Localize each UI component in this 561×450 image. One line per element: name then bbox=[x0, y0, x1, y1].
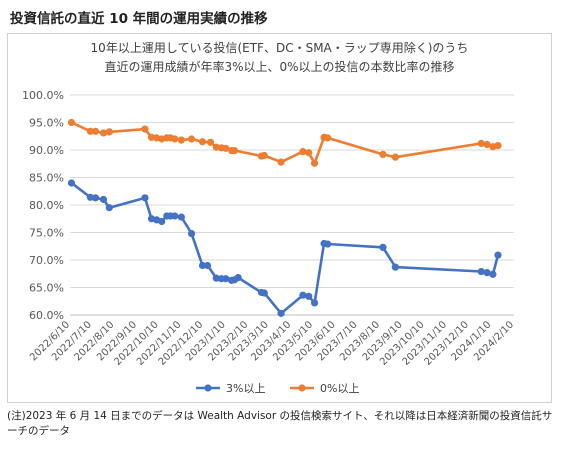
data-point bbox=[171, 212, 179, 220]
data-point bbox=[91, 127, 100, 135]
data-point bbox=[230, 146, 239, 155]
data-point bbox=[206, 138, 215, 146]
data-point bbox=[222, 144, 230, 152]
data-point bbox=[222, 275, 230, 283]
data-point bbox=[324, 240, 332, 248]
data-point bbox=[299, 291, 307, 299]
data-point bbox=[86, 127, 94, 135]
series-line-1 bbox=[70, 181, 500, 315]
data-point bbox=[310, 299, 319, 307]
data-point bbox=[391, 263, 399, 271]
data-point bbox=[477, 139, 485, 147]
data-point bbox=[158, 217, 166, 226]
data-point bbox=[187, 135, 196, 143]
chart-title-line-1: 10年以上運用している投信(ETF、DC・SMA・ラップ専用除く)のうち bbox=[90, 41, 469, 55]
data-point bbox=[105, 128, 113, 136]
data-point bbox=[483, 269, 491, 277]
data-point bbox=[494, 142, 502, 150]
data-point bbox=[141, 194, 149, 202]
chart-title-line-2: 直近の運用成績が年率3%以上、0%以上の投信の本数比率の推移 bbox=[104, 60, 455, 74]
line-chart: 60.0% 65.0% 70.0% 75.0% 80.0% 85.0% 90.0% 95.0%… bbox=[22, 89, 516, 395]
data-point bbox=[67, 179, 76, 187]
data-point bbox=[91, 194, 100, 202]
data-point bbox=[310, 159, 319, 167]
data-point bbox=[299, 148, 307, 156]
data-point bbox=[198, 261, 207, 270]
series-line-2 bbox=[70, 121, 499, 165]
data-point bbox=[99, 129, 108, 137]
chart-frame: 10年以上運用している投信(ETF、DC・SMA・ラップ専用除く)のうち 直近の… bbox=[7, 33, 552, 403]
data-point bbox=[489, 270, 497, 278]
footnote: (注)2023 年 6 月 14 日までのデータは Wealth Advisor… bbox=[7, 410, 553, 437]
data-point bbox=[187, 230, 196, 238]
y-tick-label: 85.0% bbox=[29, 172, 64, 185]
data-point bbox=[305, 149, 313, 157]
data-point bbox=[379, 150, 387, 158]
data-point bbox=[177, 213, 185, 221]
y-tick-label: 100.0% bbox=[22, 89, 64, 102]
legend-label-1: 3%以上 bbox=[226, 382, 265, 395]
data-point bbox=[391, 153, 399, 161]
data-point bbox=[105, 204, 113, 212]
page-title: 投資信託の直近 10 年間の運用実績の推移 bbox=[10, 11, 268, 27]
data-point bbox=[483, 140, 491, 149]
data-point bbox=[477, 267, 485, 276]
y-tick-label: 90.0% bbox=[29, 144, 64, 157]
data-point bbox=[260, 151, 268, 160]
data-point bbox=[305, 292, 313, 300]
data-point bbox=[67, 118, 76, 127]
data-point bbox=[203, 261, 212, 270]
legend-label-2: 0%以上 bbox=[320, 382, 359, 395]
data-point bbox=[260, 289, 268, 297]
data-point bbox=[99, 195, 108, 204]
data-point bbox=[177, 136, 185, 144]
data-point bbox=[198, 138, 207, 146]
data-point bbox=[324, 134, 332, 142]
data-point bbox=[379, 243, 387, 251]
y-tick-label: 65.0% bbox=[29, 282, 64, 295]
data-point bbox=[234, 274, 242, 282]
y-tick-label: 70.0% bbox=[29, 254, 64, 267]
data-point bbox=[494, 251, 502, 259]
data-point bbox=[171, 135, 179, 143]
data-point bbox=[277, 158, 285, 166]
data-point bbox=[277, 309, 285, 317]
data-point bbox=[141, 125, 149, 133]
y-tick-label: 95.0% bbox=[29, 117, 64, 130]
y-tick-label: 75.0% bbox=[29, 227, 64, 240]
y-tick-label: 80.0% bbox=[29, 199, 64, 212]
y-tick-label: 60.0% bbox=[29, 309, 64, 322]
legend-marker-1 bbox=[204, 384, 212, 392]
legend-marker-2 bbox=[298, 384, 306, 392]
